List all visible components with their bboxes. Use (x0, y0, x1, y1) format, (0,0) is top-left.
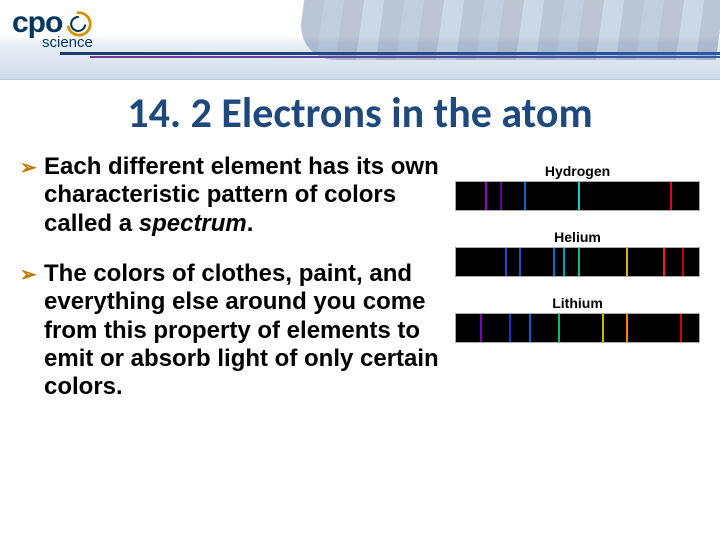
spectrum-block: Helium (455, 229, 700, 277)
spectral-line (682, 248, 684, 276)
header-banner: cpo science (0, 0, 720, 80)
logo-text-science: science (42, 34, 93, 51)
spectrum-label: Lithium (455, 295, 700, 311)
spectrum-bar (455, 313, 700, 343)
spectral-line (519, 248, 521, 276)
spectral-line (626, 248, 628, 276)
spectrum-block: Hydrogen (455, 163, 700, 211)
spectral-line (500, 182, 502, 210)
spectral-line (524, 182, 526, 210)
bullet-text-post: . (247, 210, 254, 237)
spectral-line (578, 248, 580, 276)
bullet-emphasis: spectrum (139, 210, 247, 237)
spectrum-bar (455, 181, 700, 211)
spectrum-block: Lithium (455, 295, 700, 343)
bullet-arrow-icon: ➢ (20, 157, 37, 181)
spectral-line (626, 314, 628, 342)
spectral-line (505, 248, 507, 276)
banner-collage (296, 0, 720, 60)
bullet-text: The colors of clothes, paint, and everyt… (44, 260, 439, 400)
spectral-line (485, 182, 487, 210)
spectral-line (480, 314, 482, 342)
spectral-line (680, 314, 682, 342)
slide-title: 14. 2 Electrons in the atom (20, 88, 700, 139)
spectral-line (558, 314, 560, 342)
spectral-line (670, 182, 672, 210)
spectrum-label: Hydrogen (455, 163, 700, 179)
spectrum-label: Helium (455, 229, 700, 245)
spectra-panel: Hydrogen Helium Lithium (455, 153, 700, 424)
slide-content: 14. 2 Electrons in the atom ➢Each differ… (0, 88, 720, 540)
bullet-list: ➢Each different element has its own char… (20, 153, 443, 424)
spectral-line (663, 248, 665, 276)
spectral-line (529, 314, 531, 342)
bullet-arrow-icon: ➢ (20, 264, 37, 288)
spectral-line (578, 182, 580, 210)
spectral-line (553, 248, 555, 276)
banner-stripe (60, 52, 720, 55)
body-row: ➢Each different element has its own char… (20, 153, 700, 424)
spectral-line (602, 314, 604, 342)
bullet-item: ➢Each different element has its own char… (20, 153, 443, 238)
spectral-line (563, 248, 565, 276)
spectral-line (509, 314, 511, 342)
spectrum-bar (455, 247, 700, 277)
banner-stripe-2 (90, 56, 720, 58)
bullet-item: ➢ The colors of clothes, paint, and every… (20, 260, 443, 402)
